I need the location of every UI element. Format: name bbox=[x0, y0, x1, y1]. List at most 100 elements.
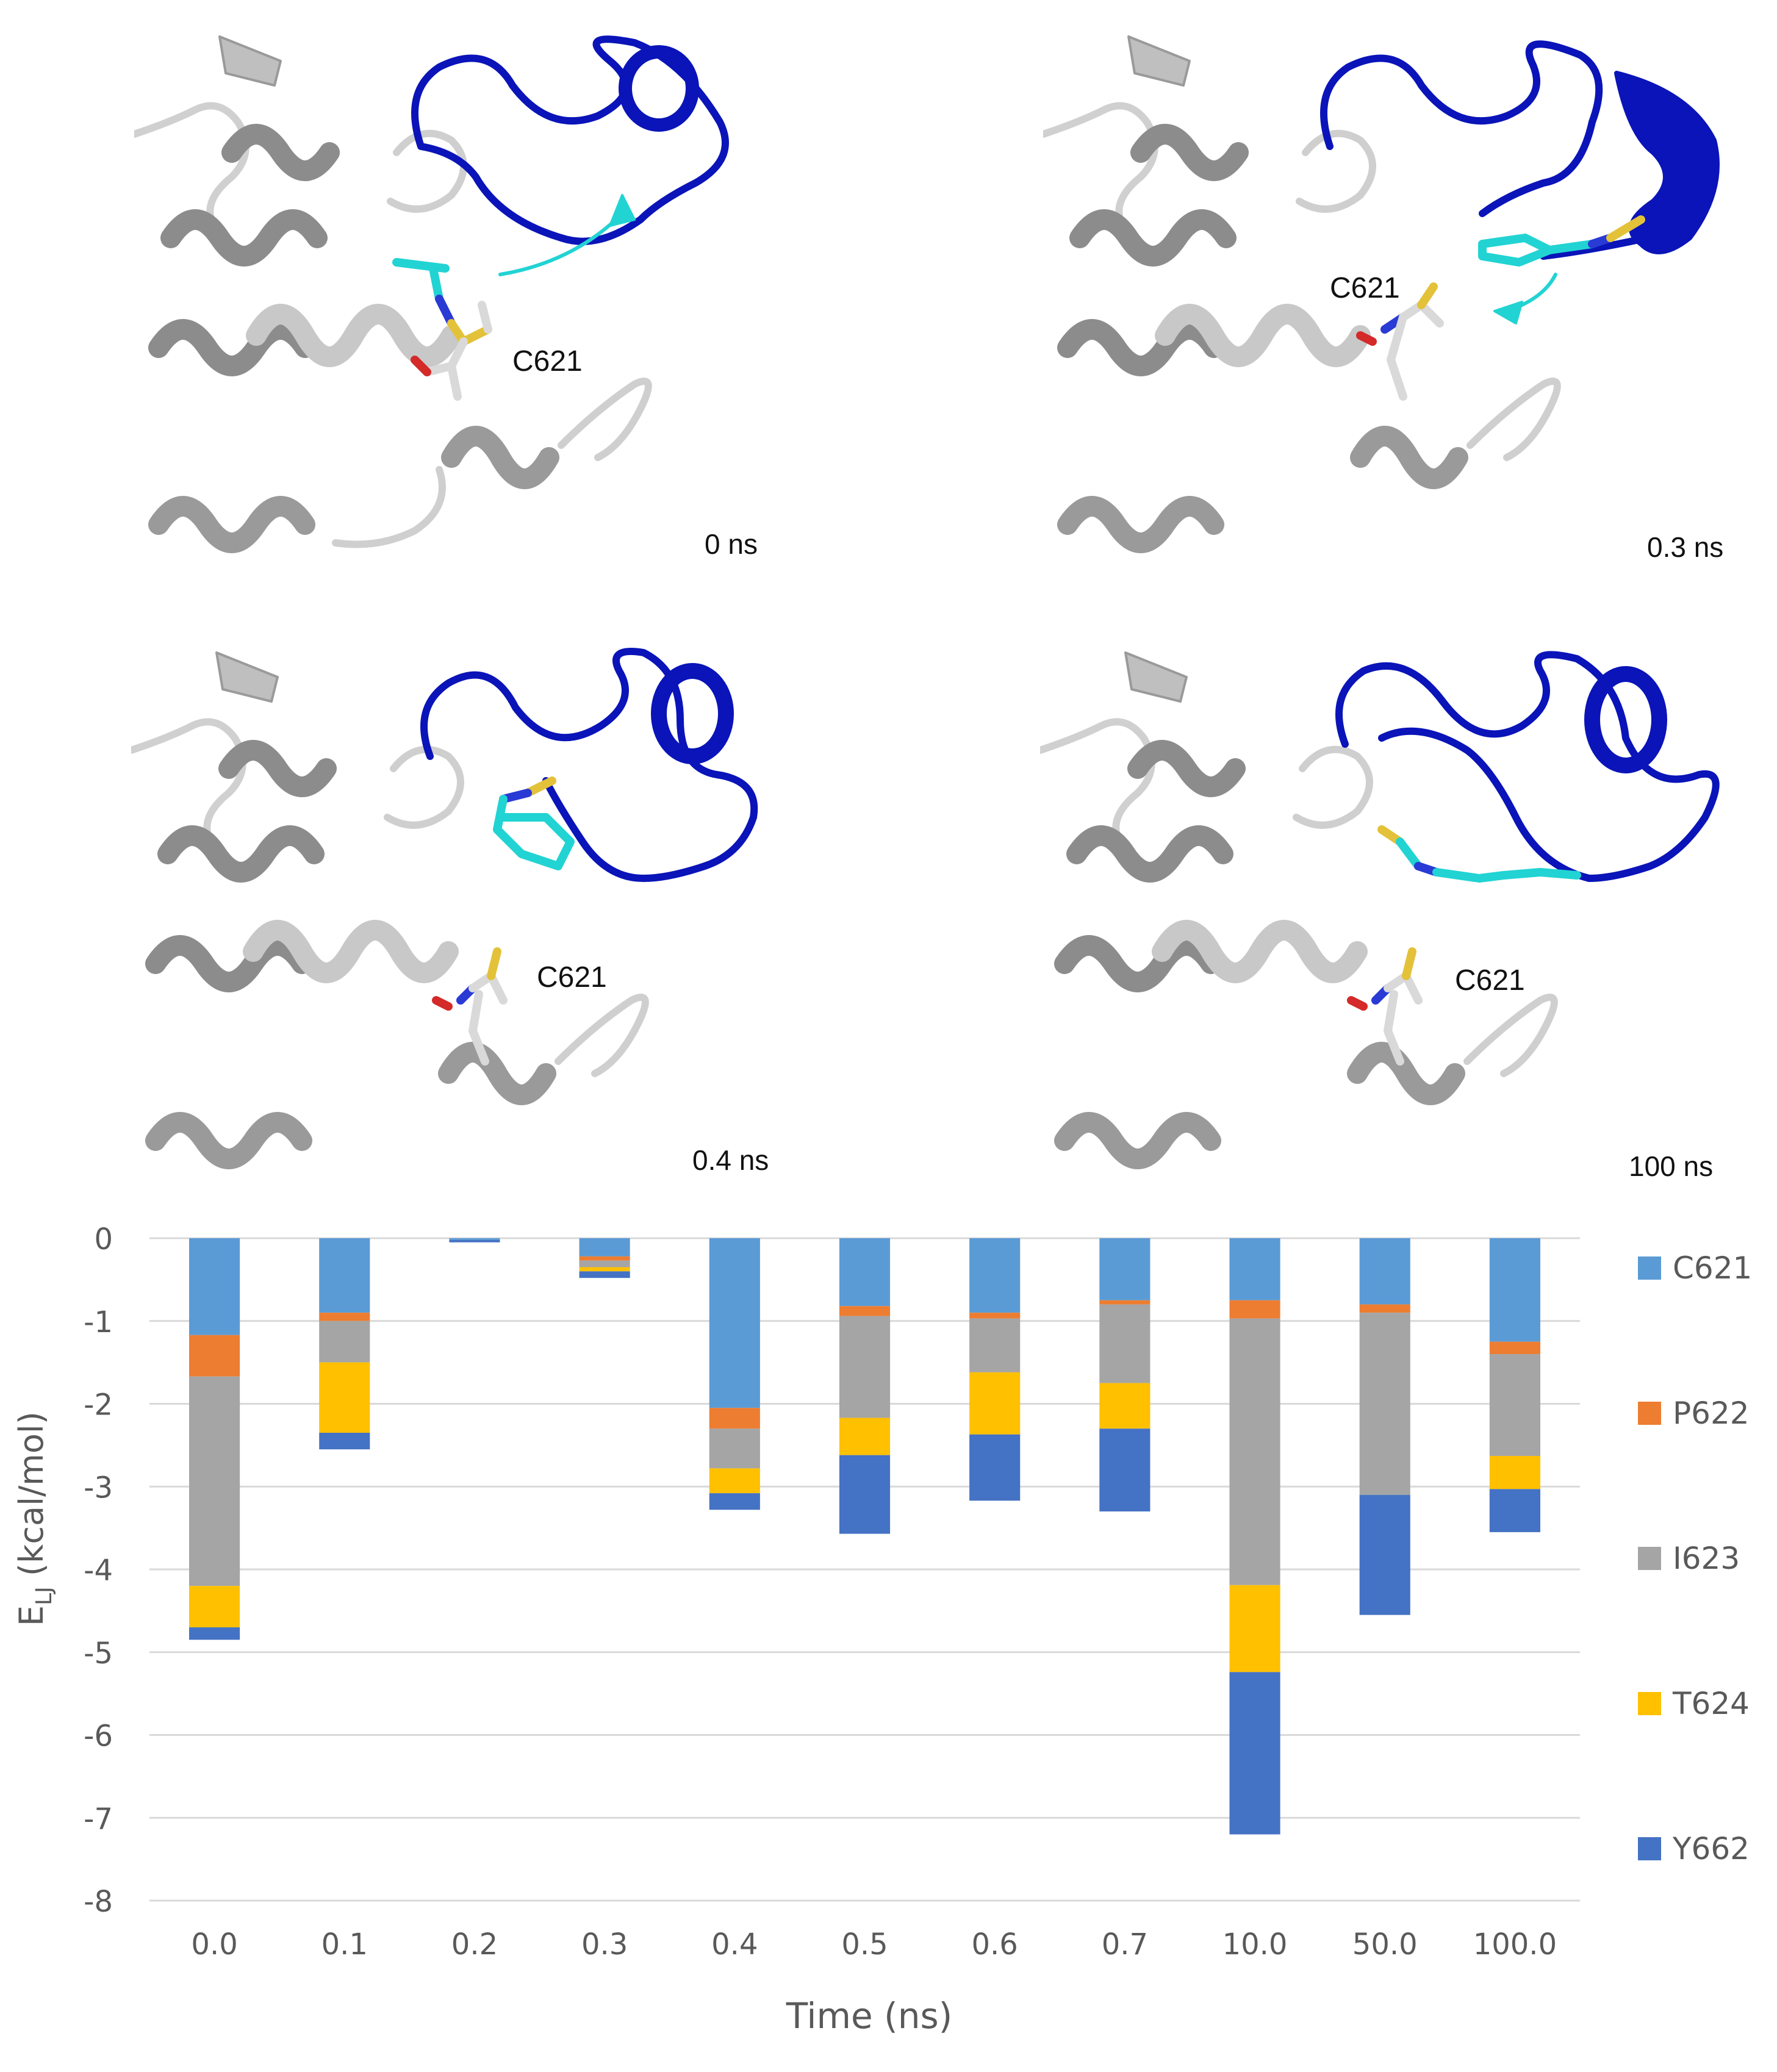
x-tick-label: 100.0 bbox=[1473, 1927, 1557, 1962]
bar-segment-t624 bbox=[189, 1586, 240, 1628]
legend-label-i623: I623 bbox=[1673, 1541, 1740, 1576]
bar-segment-c621 bbox=[1359, 1238, 1410, 1305]
bar-segment-y662 bbox=[839, 1455, 891, 1534]
bar-segment-y662 bbox=[1489, 1489, 1540, 1532]
bar-segment-i623 bbox=[1099, 1304, 1151, 1383]
bar-segment-c621 bbox=[449, 1238, 500, 1240]
bar-segment-y662 bbox=[1229, 1672, 1280, 1835]
time-label: 0.4 ns bbox=[692, 1144, 769, 1176]
time-label: 100 ns bbox=[1629, 1150, 1714, 1182]
x-tick-label: 0.7 bbox=[1102, 1927, 1148, 1962]
legend-swatch-p622 bbox=[1638, 1402, 1661, 1425]
y-axis-title-unit: (kcal/mol) bbox=[12, 1411, 51, 1586]
bar-segment-i623 bbox=[1489, 1354, 1540, 1457]
structure-panel-100ns: C621 100 ns bbox=[1040, 634, 1760, 1182]
time-label: 0.3 ns bbox=[1647, 531, 1724, 563]
y-tick-label: -7 bbox=[84, 1802, 113, 1836]
bar-segment-c621 bbox=[319, 1238, 370, 1313]
y-axis-title-sub: LJ bbox=[32, 1586, 57, 1605]
bar-segment-c621 bbox=[1489, 1238, 1540, 1342]
y-tick-label: -3 bbox=[84, 1471, 113, 1505]
legend-swatch-c621 bbox=[1638, 1256, 1661, 1280]
y-tick-label: -6 bbox=[84, 1719, 113, 1754]
bar-segment-c621 bbox=[969, 1238, 1021, 1313]
bars bbox=[189, 1238, 1540, 1835]
gridlines bbox=[149, 1237, 1580, 1902]
x-tick-label: 10.0 bbox=[1222, 1927, 1288, 1962]
legend-label-y662: Y662 bbox=[1672, 1831, 1750, 1866]
x-tick-label: 0.5 bbox=[841, 1927, 888, 1962]
y-axis-title-main: E bbox=[12, 1605, 51, 1626]
legend-label-c621: C621 bbox=[1673, 1250, 1752, 1286]
bar-segment-y662 bbox=[1359, 1494, 1410, 1615]
legend-swatch-i623 bbox=[1638, 1547, 1661, 1570]
bar-segment-y662 bbox=[709, 1493, 760, 1510]
bar-segment-p622 bbox=[319, 1313, 370, 1321]
bar-segment-c621 bbox=[839, 1238, 891, 1307]
bar-segment-y662 bbox=[189, 1627, 240, 1640]
bar-segment-t624 bbox=[1489, 1456, 1540, 1489]
x-tick-label: 50.0 bbox=[1352, 1927, 1418, 1962]
y-tick-label: -5 bbox=[84, 1636, 113, 1671]
bar-segment-i623 bbox=[189, 1376, 240, 1586]
bar-segment-i623 bbox=[579, 1260, 630, 1267]
bar-segment-i623 bbox=[969, 1318, 1021, 1372]
bar-segment-i623 bbox=[839, 1316, 891, 1418]
bar-segment-i623 bbox=[709, 1429, 760, 1469]
bar-segment-p622 bbox=[839, 1306, 891, 1316]
bar-segment-p622 bbox=[969, 1313, 1021, 1319]
bar-segment-i623 bbox=[1229, 1318, 1280, 1585]
bar-segment-t624 bbox=[839, 1418, 891, 1455]
protein-structure-image bbox=[1040, 651, 1720, 1169]
bar-segment-t624 bbox=[1099, 1383, 1151, 1429]
legend-label-t624: T624 bbox=[1672, 1686, 1750, 1721]
bar-segment-p622 bbox=[1099, 1300, 1151, 1305]
bar-segment-t624 bbox=[579, 1267, 630, 1272]
structure-panel-0-4ns: C621 0.4 ns bbox=[131, 634, 802, 1176]
lj-energy-stacked-bar-chart: 0-1-2-3-4-5-6-7-8 0.0 0.1 0.2 0.3 0.4 0.5 0.6 0… bbox=[12, 1222, 1752, 2037]
bar-segment-y662 bbox=[969, 1434, 1021, 1501]
y-tick-label: -2 bbox=[84, 1388, 113, 1422]
bar-segment-c621 bbox=[579, 1238, 630, 1256]
bar-segment-y662 bbox=[1099, 1429, 1151, 1511]
bar-segment-y662 bbox=[449, 1239, 500, 1242]
x-tick-label: 0.0 bbox=[191, 1927, 237, 1962]
x-tick-label: 0.2 bbox=[451, 1927, 498, 1962]
bar-segment-p622 bbox=[1359, 1304, 1410, 1313]
legend-swatch-y662 bbox=[1638, 1837, 1661, 1860]
bar-segment-c621 bbox=[1229, 1238, 1280, 1300]
bar-segment-t624 bbox=[709, 1468, 760, 1494]
bar-segment-i623 bbox=[1359, 1313, 1410, 1495]
bar-segment-c621 bbox=[1099, 1238, 1151, 1300]
bar-segment-c621 bbox=[189, 1238, 240, 1335]
x-tick-label: 0.1 bbox=[321, 1927, 368, 1962]
structure-panel-0ns: C621 0 ns bbox=[134, 18, 793, 560]
y-tick-label: -8 bbox=[84, 1885, 113, 1919]
residue-label: C621 bbox=[1330, 272, 1400, 304]
bar-segment-y662 bbox=[319, 1433, 370, 1450]
bar-segment-c621 bbox=[709, 1238, 760, 1408]
y-tick-label: 0 bbox=[94, 1222, 113, 1256]
bar-segment-p622 bbox=[1489, 1341, 1540, 1355]
x-tick-label: 0.3 bbox=[581, 1927, 628, 1962]
residue-label: C621 bbox=[1455, 964, 1525, 997]
time-label: 0 ns bbox=[705, 528, 758, 560]
bar-segment-t624 bbox=[969, 1372, 1021, 1435]
bar-segment-p622 bbox=[1229, 1300, 1280, 1319]
structure-panel-0-3ns: C621 0.3 ns bbox=[1043, 18, 1763, 563]
legend-swatch-t624 bbox=[1638, 1692, 1661, 1715]
legend: C621 P622 I623 T624 Y662 bbox=[1638, 1250, 1752, 1866]
bar-segment-p622 bbox=[189, 1335, 240, 1377]
y-tick-labels: 0 -1 -2 -3 -4 -5 -6 -7 -8 bbox=[84, 1222, 113, 1919]
bar-segment-y662 bbox=[579, 1271, 630, 1278]
x-tick-label: 0.6 bbox=[972, 1927, 1018, 1962]
bar-segment-p622 bbox=[579, 1256, 630, 1261]
protein-structure-image bbox=[134, 35, 729, 553]
bar-segment-p622 bbox=[709, 1408, 760, 1429]
y-tick-label: -1 bbox=[84, 1305, 113, 1339]
bar-segment-t624 bbox=[1229, 1585, 1280, 1672]
legend-label-p622: P622 bbox=[1673, 1396, 1750, 1431]
x-axis-title: Time (ns) bbox=[786, 1995, 953, 2037]
y-tick-label: -4 bbox=[84, 1554, 113, 1588]
residue-label: C621 bbox=[537, 961, 607, 994]
